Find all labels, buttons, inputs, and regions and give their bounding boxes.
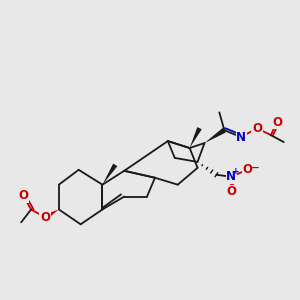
Polygon shape [190, 127, 202, 148]
Text: O: O [252, 122, 262, 135]
Text: −: − [250, 163, 260, 173]
Text: O: O [273, 116, 283, 129]
Text: N: N [226, 170, 236, 183]
Text: O: O [40, 211, 50, 224]
Text: O: O [18, 189, 28, 202]
Text: O: O [242, 163, 252, 176]
Polygon shape [205, 128, 226, 143]
Text: O: O [226, 185, 236, 198]
Text: N: N [236, 130, 246, 144]
Polygon shape [102, 164, 117, 185]
Polygon shape [44, 209, 59, 220]
Text: +: + [232, 167, 240, 176]
